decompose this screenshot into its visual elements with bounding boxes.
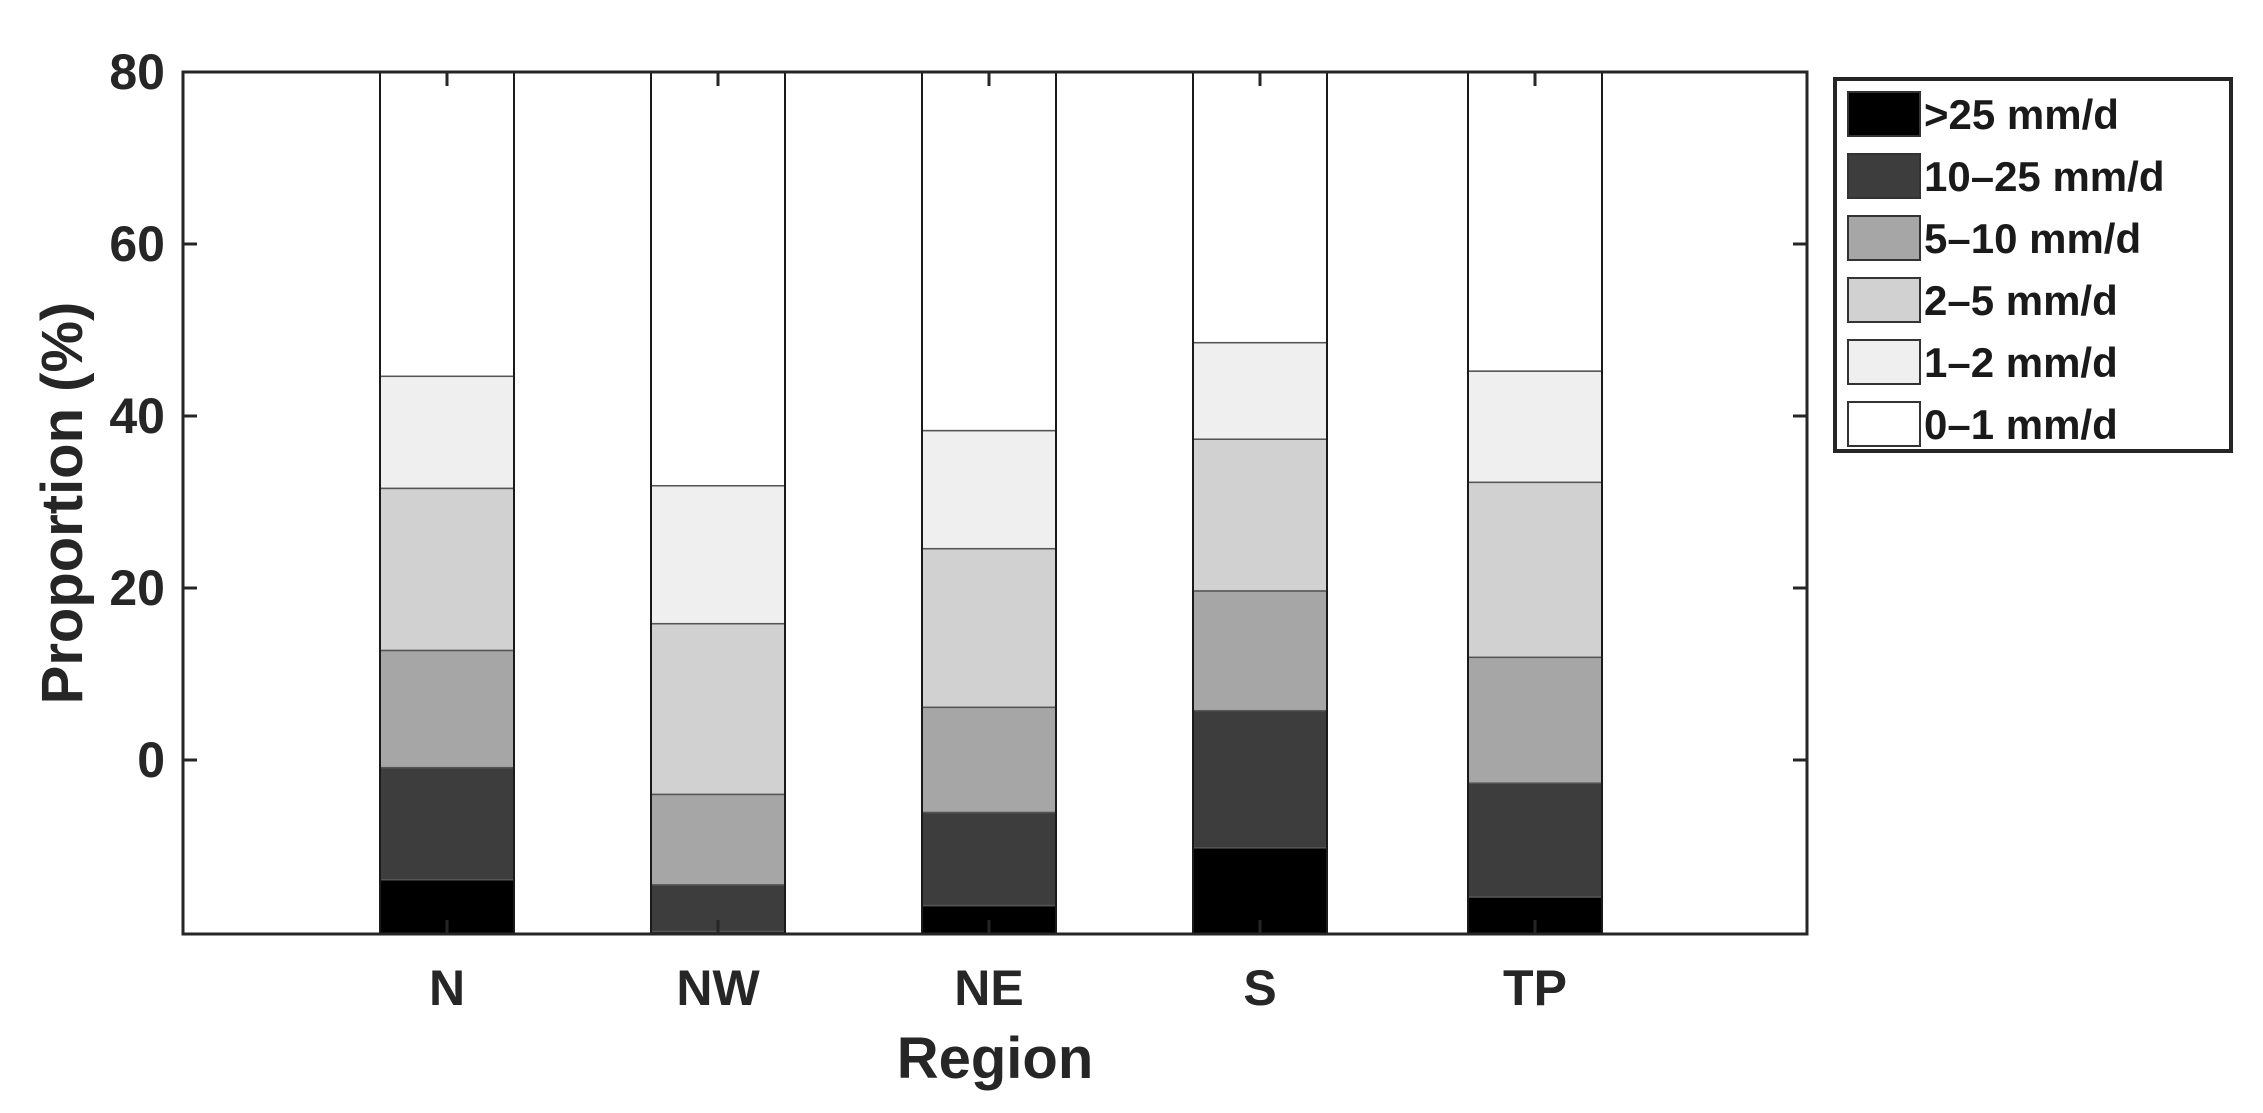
legend-swatch-3 — [1847, 277, 1921, 323]
legend-label-0: >25 mm/d — [1924, 91, 2119, 138]
y-tick-label: 40 — [109, 388, 165, 444]
legend-swatch-4 — [1847, 339, 1921, 385]
bar-segment-ne-2 — [921, 706, 1057, 814]
legend-label-4: 1–2 mm/d — [1924, 339, 2118, 386]
legend-label-3: 2–5 mm/d — [1924, 277, 2118, 324]
legend-swatch-2 — [1847, 215, 1921, 261]
bar-segment-ne-3 — [921, 547, 1057, 709]
legend-frame — [1833, 77, 2233, 453]
bar-segment-s-4 — [1192, 341, 1328, 440]
legend: >25 mm/d 10–25 mm/d 5–10 mm/d 2–5 mm/d 1–2 m… — [1833, 77, 2233, 453]
bar-segment-n-2 — [379, 649, 515, 769]
x-tick-label-ne: NE — [954, 960, 1023, 1016]
bar-segment-nw-2 — [650, 793, 786, 886]
bar-segment-nw-3 — [650, 622, 786, 796]
bar-segment-n-3 — [379, 487, 515, 652]
legend-swatch-1 — [1847, 153, 1921, 199]
y-tick-label: 80 — [109, 44, 165, 100]
bar-segment-n-1 — [379, 766, 515, 881]
bar-segment-ne-5 — [921, 71, 1057, 432]
bar-segment-n-4 — [379, 375, 515, 490]
y-tick-label: 60 — [109, 216, 165, 272]
legend-swatch-5 — [1847, 401, 1921, 447]
x-axis-title: Region — [897, 1026, 1094, 1091]
bar-segment-s-3 — [1192, 438, 1328, 592]
bar-segment-nw-5 — [650, 71, 786, 487]
bar-segment-tp-3 — [1467, 481, 1603, 659]
bar-segment-s-2 — [1192, 590, 1328, 712]
axes-frame — [181, 70, 1809, 936]
legend-label-1: 10–25 mm/d — [1924, 153, 2164, 200]
legend-swatch-0 — [1847, 91, 1921, 137]
y-axis-title: Proportion (%) — [30, 302, 95, 705]
y-tick-label: 20 — [109, 560, 165, 616]
bar-segment-s-1 — [1192, 709, 1328, 849]
bar-segment-tp-5 — [1467, 71, 1603, 372]
legend-label-2: 5–10 mm/d — [1924, 215, 2141, 262]
bar-segment-tp-1 — [1467, 782, 1603, 898]
bar-segment-ne-1 — [921, 811, 1057, 907]
y-tick-label: 0 — [137, 732, 165, 788]
axis-ticks: 0 20 40 60 80 N NW NE S TP — [109, 44, 1807, 1016]
bar-segment-tp-2 — [1467, 656, 1603, 784]
x-tick-label-tp: TP — [1503, 960, 1567, 1016]
bar-segment-tp-4 — [1467, 370, 1603, 484]
bar-segment-s-5 — [1192, 71, 1328, 344]
bar-segment-n-5 — [379, 71, 515, 378]
x-tick-label-n: N — [429, 960, 465, 1016]
x-tick-label-s: S — [1243, 960, 1276, 1016]
bar-segment-nw-4 — [650, 485, 786, 625]
x-tick-label-nw: NW — [676, 960, 760, 1016]
legend-label-5: 0–1 mm/d — [1924, 401, 2118, 448]
bar-segment-ne-4 — [921, 429, 1057, 550]
plot-area — [379, 71, 1603, 935]
